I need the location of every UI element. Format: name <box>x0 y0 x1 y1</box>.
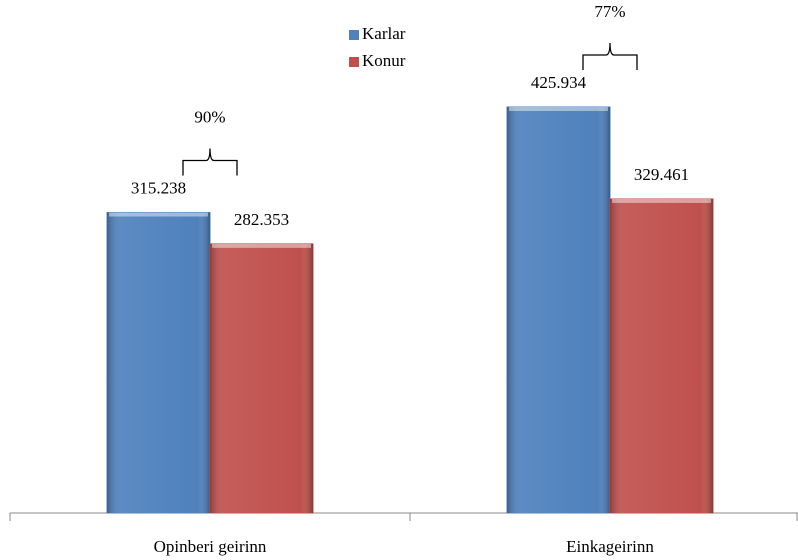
legend-swatch <box>349 57 359 67</box>
bar-highlight <box>109 212 208 217</box>
bar-shade <box>507 107 610 513</box>
bar-shade <box>107 212 210 513</box>
annotation: 90% <box>194 107 225 126</box>
bar-shade <box>210 243 313 513</box>
data-label: 329.461 <box>634 165 689 184</box>
bracket <box>182 148 238 176</box>
legend-label: Konur <box>362 51 406 70</box>
annotation: 77% <box>594 2 625 21</box>
x-tick-label: Opinberi geirinn <box>154 537 267 556</box>
bar-highlight <box>509 107 608 111</box>
bar-shade <box>610 198 713 513</box>
data-label: 425.934 <box>531 73 587 92</box>
bar-highlight <box>212 243 311 248</box>
legend-swatch <box>349 30 359 40</box>
data-label: 282.353 <box>234 210 289 229</box>
bar-highlight <box>612 198 711 203</box>
x-tick-label: Einkageirinn <box>566 537 654 556</box>
legend-label: Karlar <box>362 24 406 43</box>
bracket <box>582 42 638 70</box>
data-label: 315.238 <box>131 178 186 197</box>
